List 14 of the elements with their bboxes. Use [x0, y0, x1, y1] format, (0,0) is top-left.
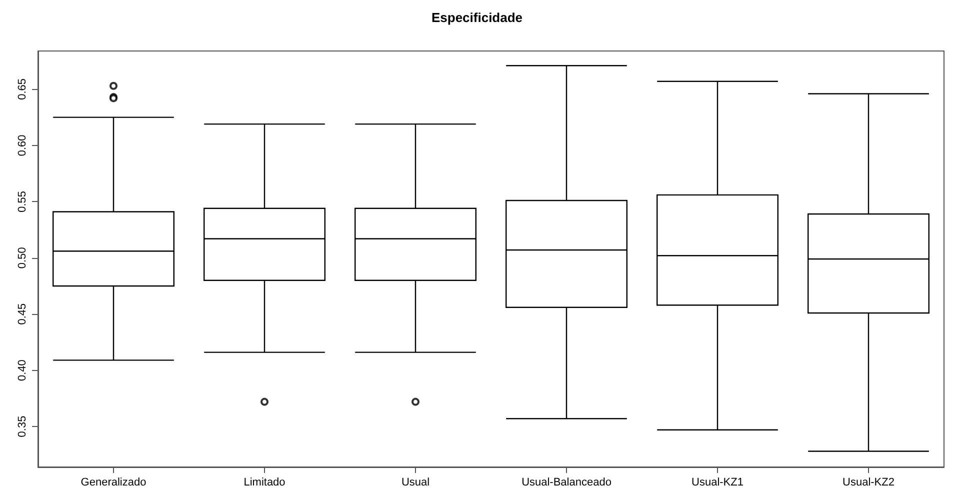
y-tick-label: 0.35	[16, 416, 28, 438]
y-tick-label: 0.45	[16, 303, 28, 325]
y-tick-label: 0.65	[16, 78, 28, 100]
y-tick-label: 0.50	[16, 247, 28, 269]
x-tick-label: Limitado	[244, 476, 286, 488]
x-tick-label: Usual	[401, 476, 430, 488]
x-tick-label: Usual-KZ2	[842, 476, 894, 488]
y-tick-label: 0.60	[16, 134, 28, 156]
y-tick-label: 0.55	[16, 190, 28, 212]
chart-title: Especificidade	[431, 10, 523, 25]
x-tick-label: Usual-Balanceado	[522, 476, 612, 488]
x-tick-label: Generalizado	[80, 476, 146, 488]
y-tick-label: 0.40	[16, 360, 28, 382]
x-tick-label: Usual-KZ1	[692, 476, 744, 488]
